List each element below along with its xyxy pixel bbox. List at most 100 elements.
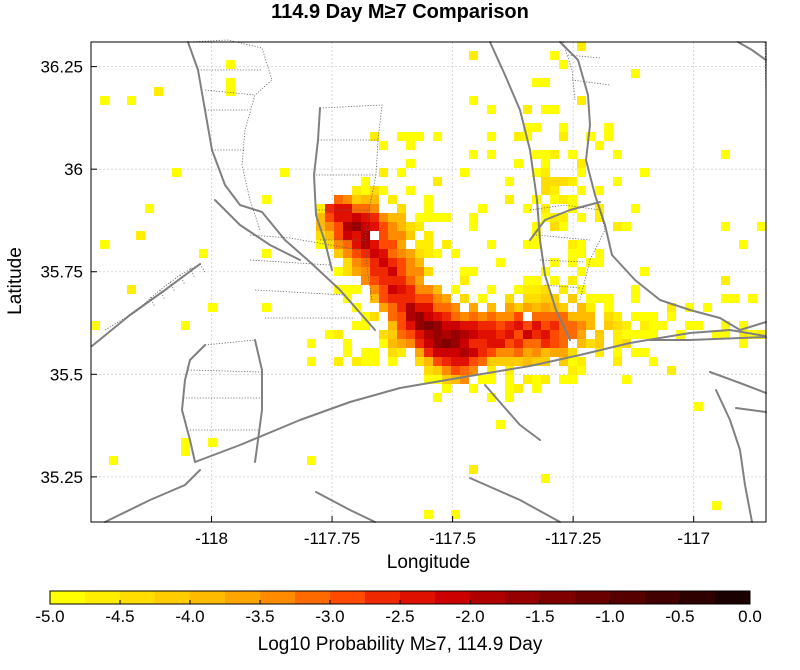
- probability-cell: [577, 42, 586, 51]
- probability-cell: [550, 276, 559, 285]
- probability-cell: [433, 357, 442, 366]
- colorbar-swatch: [365, 591, 401, 604]
- probability-cell: [415, 267, 424, 276]
- probability-cell: [469, 51, 478, 60]
- probability-cell: [424, 312, 433, 321]
- probability-cell: [604, 303, 613, 312]
- probability-cell: [541, 204, 550, 213]
- probability-cell: [460, 339, 469, 348]
- probability-cell: [505, 348, 514, 357]
- probability-cell: [721, 276, 730, 285]
- probability-cell: [478, 357, 487, 366]
- probability-cell: [415, 240, 424, 249]
- probability-cell: [595, 141, 604, 150]
- colorbar-tick-label: -0.5: [665, 607, 694, 626]
- probability-cell: [316, 213, 325, 222]
- probability-cell: [523, 285, 532, 294]
- probability-cell: [568, 348, 577, 357]
- probability-cell: [667, 312, 676, 321]
- probability-cell: [352, 258, 361, 267]
- probability-cell: [550, 105, 559, 114]
- colorbar-swatch: [295, 591, 331, 604]
- probability-cell: [361, 213, 370, 222]
- probability-cell: [586, 294, 595, 303]
- probability-cell: [397, 204, 406, 213]
- probability-cell: [343, 222, 352, 231]
- probability-cell: [487, 303, 496, 312]
- probability-cell: [631, 285, 640, 294]
- probability-cell: [487, 240, 496, 249]
- x-tick-label: -117.25: [545, 529, 601, 548]
- probability-cell: [541, 303, 550, 312]
- probability-cell: [469, 384, 478, 393]
- probability-cell: [262, 249, 271, 258]
- probability-cell: [433, 177, 442, 186]
- probability-cell: [370, 285, 379, 294]
- probability-cell: [388, 330, 397, 339]
- x-axis-ticks: -118 -117.75 -117.5 -117.25 -117: [195, 516, 710, 548]
- probability-cell: [568, 357, 577, 366]
- probability-cell: [442, 240, 451, 249]
- probability-cell: [469, 321, 478, 330]
- probability-cell: [523, 303, 532, 312]
- probability-cell: [415, 294, 424, 303]
- probability-cell: [586, 339, 595, 348]
- probability-cell: [334, 240, 343, 249]
- probability-cell: [568, 195, 577, 204]
- colorbar-tick-label: -4.5: [105, 607, 134, 626]
- probability-cell: [172, 168, 181, 177]
- x-tick-label: -117.5: [429, 529, 476, 548]
- probability-cell: [478, 339, 487, 348]
- probability-cell: [577, 159, 586, 168]
- probability-cell: [514, 321, 523, 330]
- probability-cell: [631, 294, 640, 303]
- probability-cell: [406, 285, 415, 294]
- probability-cell: [577, 240, 586, 249]
- probability-cell: [361, 249, 370, 258]
- probability-cell: [316, 231, 325, 240]
- probability-cell: [460, 276, 469, 285]
- probability-cell: [649, 321, 658, 330]
- probability-cell: [325, 231, 334, 240]
- probability-cell: [532, 123, 541, 132]
- probability-cell: [370, 294, 379, 303]
- probability-cell: [613, 348, 622, 357]
- probability-cell: [388, 213, 397, 222]
- probability-cell: [577, 321, 586, 330]
- probability-cell: [604, 312, 613, 321]
- probability-cell: [640, 168, 649, 177]
- fault-trace: [737, 41, 767, 61]
- probability-cell: [424, 339, 433, 348]
- probability-cell: [388, 348, 397, 357]
- probability-cell: [523, 375, 532, 384]
- probability-cell: [568, 294, 577, 303]
- probability-cell: [505, 339, 514, 348]
- probability-cell: [532, 276, 541, 285]
- probability-cell: [604, 132, 613, 141]
- probability-cell: [379, 168, 388, 177]
- probability-cell: [514, 303, 523, 312]
- colorbar-swatch: [400, 591, 436, 604]
- probability-cell: [478, 312, 487, 321]
- probability-cell: [433, 366, 442, 375]
- probability-cell: [703, 303, 712, 312]
- probability-cell: [388, 339, 397, 348]
- probability-cell: [613, 150, 622, 159]
- probability-cell: [496, 321, 505, 330]
- probability-cell: [631, 204, 640, 213]
- probability-cell: [541, 150, 550, 159]
- probability-cell: [541, 186, 550, 195]
- probability-cell: [406, 249, 415, 258]
- probability-cell: [586, 312, 595, 321]
- probability-cell: [559, 303, 568, 312]
- probability-cell: [361, 258, 370, 267]
- x-tick-label: -117.75: [304, 529, 360, 548]
- probability-cell: [478, 330, 487, 339]
- probability-cell: [478, 294, 487, 303]
- colorbar-label: Log10 Probability M≥7, 114.9 Day: [257, 634, 543, 655]
- probability-cell: [325, 330, 334, 339]
- probability-cell: [433, 339, 442, 348]
- probability-cell: [424, 321, 433, 330]
- probability-cell: [361, 321, 370, 330]
